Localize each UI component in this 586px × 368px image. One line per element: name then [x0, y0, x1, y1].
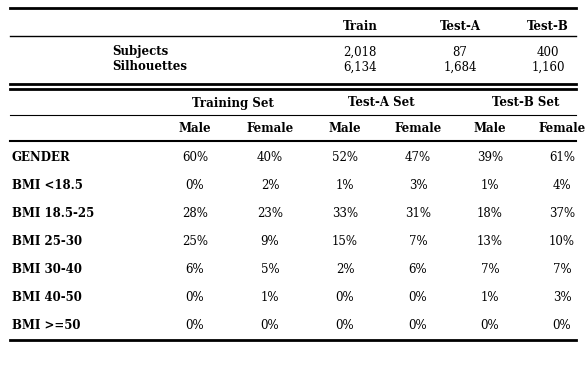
Text: Test-A Set: Test-A Set	[348, 96, 415, 110]
Text: Test-B: Test-B	[527, 20, 569, 32]
Text: 0%: 0%	[186, 291, 205, 304]
Text: BMI 18.5-25: BMI 18.5-25	[12, 207, 94, 220]
Text: Silhouettes: Silhouettes	[112, 60, 187, 74]
Text: Male: Male	[179, 123, 212, 135]
Text: 52%: 52%	[332, 151, 358, 164]
Text: 0%: 0%	[336, 319, 355, 332]
Text: 7%: 7%	[481, 263, 499, 276]
Text: Train: Train	[343, 20, 377, 32]
Text: 39%: 39%	[477, 151, 503, 164]
Text: 400: 400	[537, 46, 559, 59]
Text: 28%: 28%	[182, 207, 208, 220]
Text: 6%: 6%	[186, 263, 205, 276]
Text: GENDER: GENDER	[12, 151, 71, 164]
Text: 1%: 1%	[481, 179, 499, 192]
Text: 0%: 0%	[336, 291, 355, 304]
Text: 0%: 0%	[481, 319, 499, 332]
Text: 40%: 40%	[257, 151, 283, 164]
Text: Male: Male	[329, 123, 362, 135]
Text: 3%: 3%	[553, 291, 571, 304]
Text: 2%: 2%	[336, 263, 355, 276]
Text: 13%: 13%	[477, 235, 503, 248]
Text: 0%: 0%	[186, 319, 205, 332]
Text: 2,018: 2,018	[343, 46, 377, 59]
Text: Female: Female	[394, 123, 442, 135]
Text: 1%: 1%	[336, 179, 355, 192]
Text: Female: Female	[539, 123, 585, 135]
Text: 47%: 47%	[405, 151, 431, 164]
Text: 23%: 23%	[257, 207, 283, 220]
Text: 87: 87	[452, 46, 468, 59]
Text: 9%: 9%	[261, 235, 280, 248]
Text: 15%: 15%	[332, 235, 358, 248]
Text: 7%: 7%	[553, 263, 571, 276]
Text: Test-A: Test-A	[440, 20, 481, 32]
Text: 1,160: 1,160	[532, 60, 565, 74]
Text: 60%: 60%	[182, 151, 208, 164]
Text: 6%: 6%	[408, 263, 427, 276]
Text: BMI 30-40: BMI 30-40	[12, 263, 82, 276]
Text: BMI <18.5: BMI <18.5	[12, 179, 83, 192]
Text: BMI 25-30: BMI 25-30	[12, 235, 82, 248]
Text: 6,134: 6,134	[343, 60, 377, 74]
Text: 0%: 0%	[186, 179, 205, 192]
Text: 61%: 61%	[549, 151, 575, 164]
Text: 33%: 33%	[332, 207, 358, 220]
Text: 0%: 0%	[553, 319, 571, 332]
Text: Training Set: Training Set	[192, 96, 274, 110]
Text: 0%: 0%	[261, 319, 280, 332]
Text: 1,684: 1,684	[443, 60, 477, 74]
Text: 7%: 7%	[408, 235, 427, 248]
Text: 18%: 18%	[477, 207, 503, 220]
Text: 31%: 31%	[405, 207, 431, 220]
Text: Male: Male	[473, 123, 506, 135]
Text: 2%: 2%	[261, 179, 280, 192]
Text: 3%: 3%	[408, 179, 427, 192]
Text: 37%: 37%	[549, 207, 575, 220]
Text: 5%: 5%	[261, 263, 280, 276]
Text: BMI >=50: BMI >=50	[12, 319, 80, 332]
Text: 1%: 1%	[481, 291, 499, 304]
Text: Test-B Set: Test-B Set	[492, 96, 560, 110]
Text: 10%: 10%	[549, 235, 575, 248]
Text: Female: Female	[246, 123, 294, 135]
Text: 25%: 25%	[182, 235, 208, 248]
Text: 1%: 1%	[261, 291, 280, 304]
Text: 4%: 4%	[553, 179, 571, 192]
Text: 0%: 0%	[408, 291, 427, 304]
Text: Subjects: Subjects	[112, 46, 168, 59]
Text: 0%: 0%	[408, 319, 427, 332]
Text: BMI 40-50: BMI 40-50	[12, 291, 82, 304]
